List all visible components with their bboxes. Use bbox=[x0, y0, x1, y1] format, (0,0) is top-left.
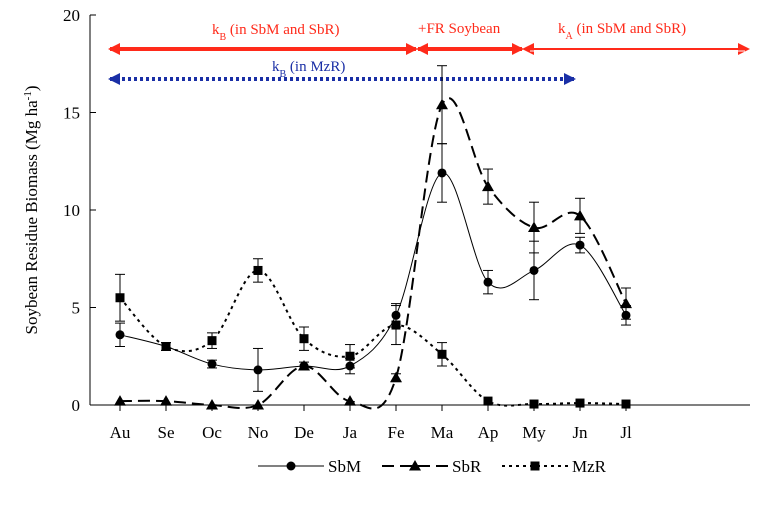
data-point-mzr bbox=[575, 398, 585, 408]
y-tick-label: 5 bbox=[72, 299, 81, 318]
data-point-sbr bbox=[436, 98, 448, 110]
data-point-sbm bbox=[115, 330, 125, 340]
annotation-kb-mzr-sub: B bbox=[280, 69, 287, 80]
data-point-mzr bbox=[299, 334, 309, 344]
y-tick-label: 0 bbox=[72, 396, 81, 415]
series-layer bbox=[114, 65, 632, 410]
data-point-mzr bbox=[391, 320, 401, 330]
data-point-sbr bbox=[252, 399, 264, 410]
x-tick-label: No bbox=[248, 423, 269, 442]
x-ticks: Au Se Oc No De Ja Fe Ma Ap My Jn Jl bbox=[110, 405, 632, 442]
annotation-kb-sbm-sbr-k: k bbox=[212, 22, 220, 38]
data-point-mzr bbox=[621, 399, 631, 409]
annotation-ka-sbm-sbr-k: k bbox=[558, 21, 566, 37]
data-point-sbm bbox=[437, 168, 447, 178]
data-point-mzr bbox=[115, 293, 125, 303]
series-line-mzr bbox=[119, 269, 627, 407]
x-tick-label: Jl bbox=[620, 423, 632, 442]
y-tick-label: 15 bbox=[63, 104, 80, 123]
annotation-ka-sbm-sbr-sub: A bbox=[566, 31, 574, 42]
y-axis-title: Soybean Residue Biomass (Mg ha-1) bbox=[22, 85, 41, 334]
data-point-mzr bbox=[483, 396, 493, 406]
x-tick-label: Jn bbox=[572, 423, 588, 442]
annotation-kb-sbm-sbr-text: (in SbM and SbR) bbox=[226, 22, 339, 38]
legend-marker bbox=[530, 461, 540, 471]
data-point-mzr bbox=[437, 349, 447, 359]
data-point-sbr bbox=[206, 399, 218, 410]
y-tick-label: 10 bbox=[63, 201, 80, 220]
data-point-sbr bbox=[390, 371, 402, 383]
legend-item-mzr: MzR bbox=[502, 457, 607, 476]
x-tick-label: De bbox=[294, 423, 314, 442]
data-point-mzr bbox=[207, 336, 217, 346]
x-tick-label: Fe bbox=[388, 423, 405, 442]
legend-marker bbox=[286, 461, 296, 471]
data-point-sbr bbox=[574, 209, 586, 221]
rate-annotations: kB (in SbM and SbR) +FR Soybean kA (in S… bbox=[108, 21, 750, 85]
y-axis-title-sup: -1 bbox=[22, 91, 34, 100]
legend-item-sbm: SbM bbox=[258, 457, 361, 476]
annotation-fr-soybean: +FR Soybean bbox=[418, 21, 501, 37]
series-sbm bbox=[115, 143, 631, 392]
y-tick-label: 20 bbox=[63, 6, 80, 25]
plot-area bbox=[89, 15, 750, 406]
annotation-kb-mzr: kB (in MzR) bbox=[272, 59, 345, 80]
annotation-kb-sbm-sbr: kB (in SbM and SbR) bbox=[212, 22, 340, 43]
x-tick-label: Au bbox=[110, 423, 131, 442]
legend-label: SbM bbox=[328, 457, 361, 476]
data-point-mzr bbox=[345, 351, 355, 361]
annotation-ka-sbm-sbr: kA (in SbM and SbR) bbox=[558, 21, 686, 42]
data-point-sbr bbox=[482, 180, 494, 192]
data-point-sbm bbox=[253, 365, 263, 375]
data-point-mzr bbox=[253, 265, 263, 275]
data-point-sbr bbox=[620, 297, 632, 309]
annotation-kb-mzr-text: (in MzR) bbox=[286, 59, 345, 75]
x-tick-label: Ap bbox=[478, 423, 499, 442]
series-mzr bbox=[115, 258, 631, 409]
y-ticks: 0 5 10 15 20 bbox=[63, 6, 96, 415]
annotation-kb-sbm-sbr-sub: B bbox=[220, 32, 227, 43]
legend-label: MzR bbox=[572, 457, 607, 476]
data-point-sbr bbox=[344, 395, 356, 406]
data-point-sbm bbox=[529, 265, 539, 275]
legend: SbM SbR MzR bbox=[258, 457, 607, 476]
data-point-sbm bbox=[575, 240, 585, 250]
legend-item-sbr: SbR bbox=[382, 457, 482, 476]
x-tick-label: Oc bbox=[202, 423, 222, 442]
annotation-ka-sbm-sbr-text: (in SbM and SbR) bbox=[573, 21, 686, 37]
x-tick-label: Ja bbox=[343, 423, 358, 442]
series-sbr bbox=[114, 65, 632, 410]
x-tick-label: Se bbox=[158, 423, 175, 442]
data-point-mzr bbox=[529, 399, 539, 409]
y-axis-title-main: Soybean Residue Biomass (Mg ha bbox=[22, 100, 41, 335]
annotation-kb-mzr-k: k bbox=[272, 59, 280, 75]
legend-label: SbR bbox=[452, 457, 482, 476]
x-tick-label: My bbox=[522, 423, 546, 442]
series-line-sbr bbox=[119, 97, 627, 410]
data-point-sbr bbox=[298, 360, 310, 371]
x-tick-label: Ma bbox=[431, 423, 454, 442]
data-point-sbr bbox=[114, 395, 126, 406]
data-point-sbm bbox=[207, 359, 217, 369]
data-point-mzr bbox=[161, 342, 171, 351]
y-axis-title-close: ) bbox=[22, 85, 41, 91]
legend-marker bbox=[409, 460, 421, 471]
data-point-sbr bbox=[160, 395, 172, 406]
data-point-sbr bbox=[528, 221, 540, 233]
data-point-sbm bbox=[483, 277, 493, 287]
